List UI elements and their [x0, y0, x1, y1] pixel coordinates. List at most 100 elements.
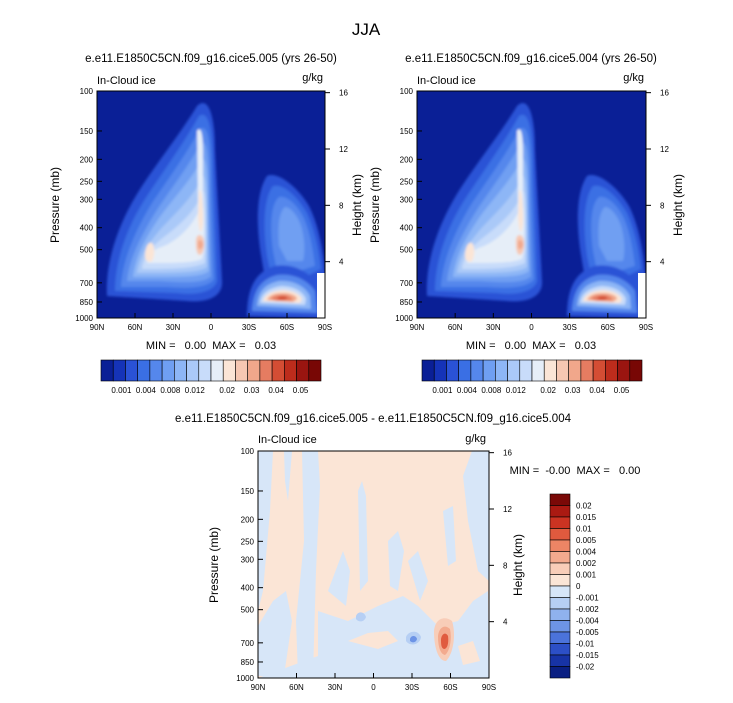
colorbar-swatch	[549, 562, 571, 575]
pressure-tick-label: 150	[80, 127, 94, 136]
panel-a: e.e11.E1850C5CN.f09_g16.cice5.005 (yrs 2…	[48, 53, 364, 395]
latitude-tick-label: 60S	[601, 323, 615, 332]
contour-fill	[463, 451, 489, 581]
panel-c-title: e.e11.E1850C5CN.f09_g16.cice5.005 - e.e1…	[175, 413, 572, 425]
latitude-tick-label: 90N	[251, 683, 266, 692]
colorbar-swatch	[519, 359, 533, 382]
colorbar-swatch	[507, 359, 521, 382]
latitude-tick-label: 90N	[410, 323, 425, 332]
contour-fill	[145, 242, 155, 262]
colorbar-label: 0.04	[268, 386, 284, 395]
colorbar-swatch	[271, 359, 285, 382]
panel-a-plot-area	[97, 91, 325, 318]
colorbar-swatch	[482, 359, 496, 382]
colorbar-label: 0.02	[219, 386, 235, 395]
panel-a-field	[106, 103, 325, 318]
pressure-tick-label: 1000	[75, 314, 93, 323]
height-tick-label: 4	[503, 618, 508, 627]
colorbar-label: 0.01	[576, 525, 592, 534]
height-tick-label: 12	[660, 145, 669, 154]
panel-a-stats: MIN = 0.00 MAX = 0.03	[146, 340, 276, 352]
colorbar-swatch	[296, 359, 310, 382]
height-tick-label: 8	[660, 201, 665, 210]
colorbar-swatch	[549, 643, 571, 656]
latitude-tick-label: 30S	[563, 323, 577, 332]
pressure-tick-label: 300	[400, 195, 414, 204]
contour-fill	[147, 203, 205, 263]
colorbar-swatch	[198, 359, 212, 382]
pressure-tick-label: 400	[241, 584, 255, 593]
panel-a-colorbar: 0.001 0.004 0.008 0.012 0.02 0.03 0.04 0.05	[100, 359, 322, 395]
colorbar-label: 0.015	[576, 513, 597, 522]
contour-fill	[388, 531, 404, 591]
pressure-tick-label: 850	[241, 658, 255, 667]
colorbar-swatch	[629, 359, 643, 382]
colorbar-label: 0.004	[136, 386, 157, 395]
colorbar-swatch	[247, 359, 261, 382]
colorbar-label: 0.005	[576, 536, 597, 545]
pressure-tick-label: 200	[241, 515, 255, 524]
colorbar-swatch	[556, 359, 569, 382]
colorbar-label: -0.02	[576, 663, 595, 672]
panel-b-plot-area	[417, 91, 646, 318]
colorbar-swatch	[592, 359, 606, 382]
pressure-tick-label: 300	[80, 195, 94, 204]
colorbar-swatch	[617, 359, 631, 382]
pressure-tick-label: 250	[400, 177, 414, 186]
pressure-tick-label: 150	[241, 487, 255, 496]
colorbar-swatch	[259, 359, 273, 382]
panel-a-ylabel: Pressure (mb)	[48, 167, 62, 243]
panel-b-y2label: Height (km)	[671, 174, 685, 236]
colorbar-swatch	[137, 359, 151, 382]
colorbar-swatch	[470, 359, 484, 382]
latitude-tick-label: 30S	[405, 683, 419, 692]
colorbar-label: 0.008	[481, 386, 502, 395]
colorbar-swatch	[112, 359, 126, 382]
latitude-tick-label: 90S	[639, 323, 653, 332]
colorbar-swatch	[549, 528, 571, 541]
pressure-tick-label: 300	[241, 555, 255, 564]
height-tick-label: 16	[503, 449, 512, 458]
contour-fill	[598, 207, 625, 261]
height-tick-label: 8	[339, 201, 344, 210]
latitude-tick-label: 90S	[482, 683, 496, 692]
pressure-tick-label: 1000	[236, 674, 254, 683]
colorbar-swatch	[210, 359, 224, 382]
colorbar-swatch	[149, 359, 163, 382]
colorbar-label: 0.03	[244, 386, 260, 395]
colorbar-swatch	[125, 359, 138, 382]
colorbar-swatch	[568, 359, 582, 382]
panel-c-plot-area	[258, 451, 489, 678]
contour-fill	[358, 481, 368, 591]
contour-fill	[198, 240, 203, 250]
colorbar-swatch	[549, 666, 571, 679]
colorbar-swatch	[549, 631, 571, 644]
contour-fill	[467, 203, 525, 263]
panel-c-stats: MIN = -0.00 MAX = 0.00	[510, 465, 641, 477]
page-title: JJA	[352, 20, 381, 39]
pressure-tick-label: 200	[400, 155, 414, 164]
contour-fill	[198, 190, 203, 232]
panel-b-missing-region	[638, 273, 646, 318]
panel-a-units-label: g/kg	[302, 72, 323, 84]
colorbar-swatch	[186, 359, 200, 382]
height-tick-label: 16	[339, 89, 348, 98]
contour-fill	[441, 633, 449, 649]
panel-c-ylabel: Pressure (mb)	[207, 527, 221, 603]
colorbar-label: -0.004	[576, 617, 599, 626]
panel-a-variable-label: In-Cloud ice	[97, 75, 156, 87]
panel-b-title: e.e11.E1850C5CN.f09_g16.cice5.004 (yrs 2…	[405, 53, 657, 65]
contour-fill	[356, 612, 366, 622]
colorbar-swatch	[543, 359, 557, 382]
colorbar-swatch	[549, 574, 571, 587]
colorbar-swatch	[549, 539, 571, 552]
contour-fill	[458, 641, 480, 665]
contour-fill	[518, 190, 523, 232]
colorbar-label: 0.03	[565, 386, 581, 395]
colorbar-label: 0.001	[576, 571, 597, 580]
pressure-tick-label: 250	[241, 537, 255, 546]
pressure-tick-label: 850	[400, 298, 414, 307]
height-tick-label: 4	[660, 258, 665, 267]
contour-fill	[277, 296, 288, 300]
pressure-tick-label: 1000	[395, 314, 413, 323]
